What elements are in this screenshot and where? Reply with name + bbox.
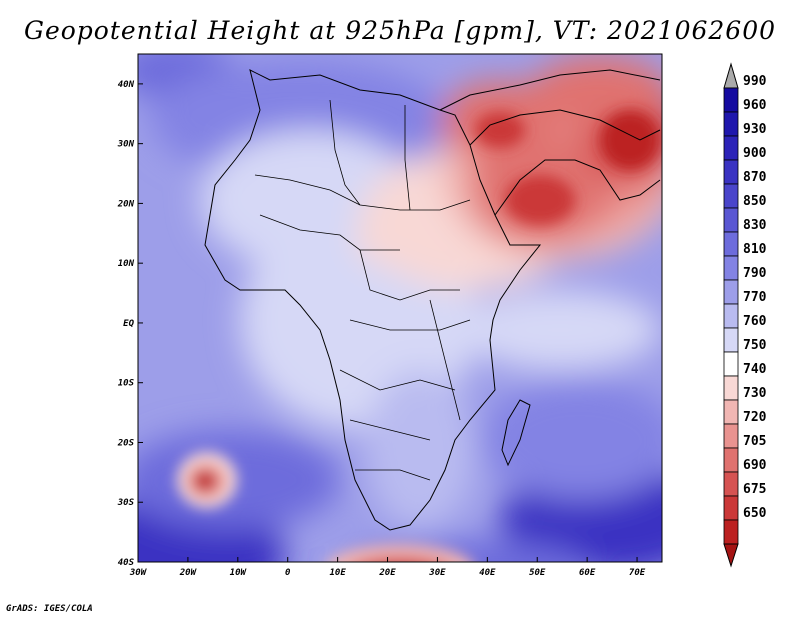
lon-tick-label: 20W: [179, 568, 198, 578]
lon-tick-label: 40E: [479, 568, 496, 578]
lat-tick-label: 30N: [117, 140, 135, 150]
lat-tick-label: 30S: [117, 498, 135, 508]
colorbar-swatch: [723, 279, 739, 305]
colorbar-swatch: [723, 471, 739, 497]
colorbar-over-arrow: [723, 62, 739, 89]
colorbar: 990 960 930 900 870 850 830 810 790 770 760 750 740 7…: [723, 62, 767, 568]
colorbar-swatch: [723, 423, 739, 449]
lat-tick-label: EQ: [123, 319, 134, 329]
colorbar-level-label: 720: [743, 410, 767, 425]
colorbar-swatch: [723, 87, 739, 113]
colorbar-swatch: [723, 159, 739, 185]
lon-tick-label: 30E: [428, 568, 446, 578]
colorbar-level-label: 790: [743, 266, 767, 281]
height-field: [138, 54, 662, 562]
lon-tick-label: 70E: [629, 568, 646, 578]
lon-tick-label: 50E: [529, 568, 546, 578]
lon-tick-label: 0: [285, 568, 291, 578]
southern-ocean-low: [328, 544, 472, 562]
colorbar-swatch: [723, 399, 739, 425]
coastlines: [204, 69, 661, 531]
lon-tick-label: 10W: [230, 568, 248, 578]
colorbar-level-label: 675: [743, 482, 766, 497]
colorbar-under-arrow: [723, 543, 739, 568]
chart-title: Geopotential Height at 925hPa [gpm], VT:…: [23, 16, 777, 45]
colorbar-swatch: [723, 375, 739, 401]
lon-tick-label: 10E: [329, 568, 346, 578]
colorbar-swatch: [723, 231, 739, 257]
colorbar-swatch: [723, 327, 739, 353]
lat-tick-label: 40N: [118, 80, 135, 90]
lon-tick-label: 20E: [378, 568, 396, 578]
lat-tick-label: 10S: [118, 379, 135, 389]
lat-tick-label: 20N: [117, 199, 135, 209]
lat-tick-label: 20S: [117, 438, 135, 448]
colorbar-level-label: 870: [743, 170, 767, 185]
colorbar-level-label: 770: [743, 290, 767, 305]
colorbar-swatch: [723, 183, 739, 209]
colorbar-level-label: 830: [743, 218, 767, 233]
colorbar-level-label: 705: [743, 434, 766, 449]
madagascar-coast: [501, 399, 531, 467]
lon-tick-label: 60E: [579, 568, 596, 578]
colorbar-level-label: 750: [743, 338, 767, 353]
colorbar-swatch: [723, 447, 739, 473]
colorbar-swatch: [723, 303, 739, 329]
colorbar-level-label: 990: [743, 74, 767, 89]
colorbar-swatch: [723, 135, 739, 161]
lat-tick-label: 40S: [118, 558, 135, 568]
colorbar-level-label: 690: [743, 458, 767, 473]
lat-axis: 40N 30N 20N 10N EQ 10S 20S 30S 40S: [117, 80, 143, 568]
colorbar-swatch: [723, 519, 739, 545]
credit-label: GrADS: IGES/COLA: [6, 604, 93, 614]
lat-tick-label: 10N: [118, 259, 135, 269]
arabia-south-coast: [494, 159, 661, 216]
colorbar-level-label: 810: [743, 242, 767, 257]
colorbar-level-label: 740: [743, 362, 767, 377]
colorbar-level-label: 650: [743, 506, 767, 521]
colorbar-level-label: 730: [743, 386, 767, 401]
colorbar-level-label: 850: [743, 194, 767, 209]
eurasia-coast: [439, 69, 661, 111]
colorbar-swatch: [723, 111, 739, 137]
arabia-coast: [469, 109, 661, 146]
map-frame: [137, 53, 663, 563]
colorbar-level-label: 760: [743, 314, 767, 329]
colorbar-swatch: [723, 495, 739, 521]
colorbar-level-label: 960: [743, 98, 767, 113]
colorbar-level-label: 930: [743, 122, 767, 137]
colorbar-swatch: [723, 351, 739, 377]
lon-axis: 30W 20W 10W 0 10E 20E 30E 40E 50E 60E 70E: [129, 557, 646, 578]
colorbar-level-label: 900: [743, 146, 767, 161]
colorbar-swatch: [723, 255, 739, 281]
africa-coast: [204, 69, 542, 531]
lon-tick-label: 30W: [129, 568, 148, 578]
colorbar-swatch: [723, 207, 739, 233]
